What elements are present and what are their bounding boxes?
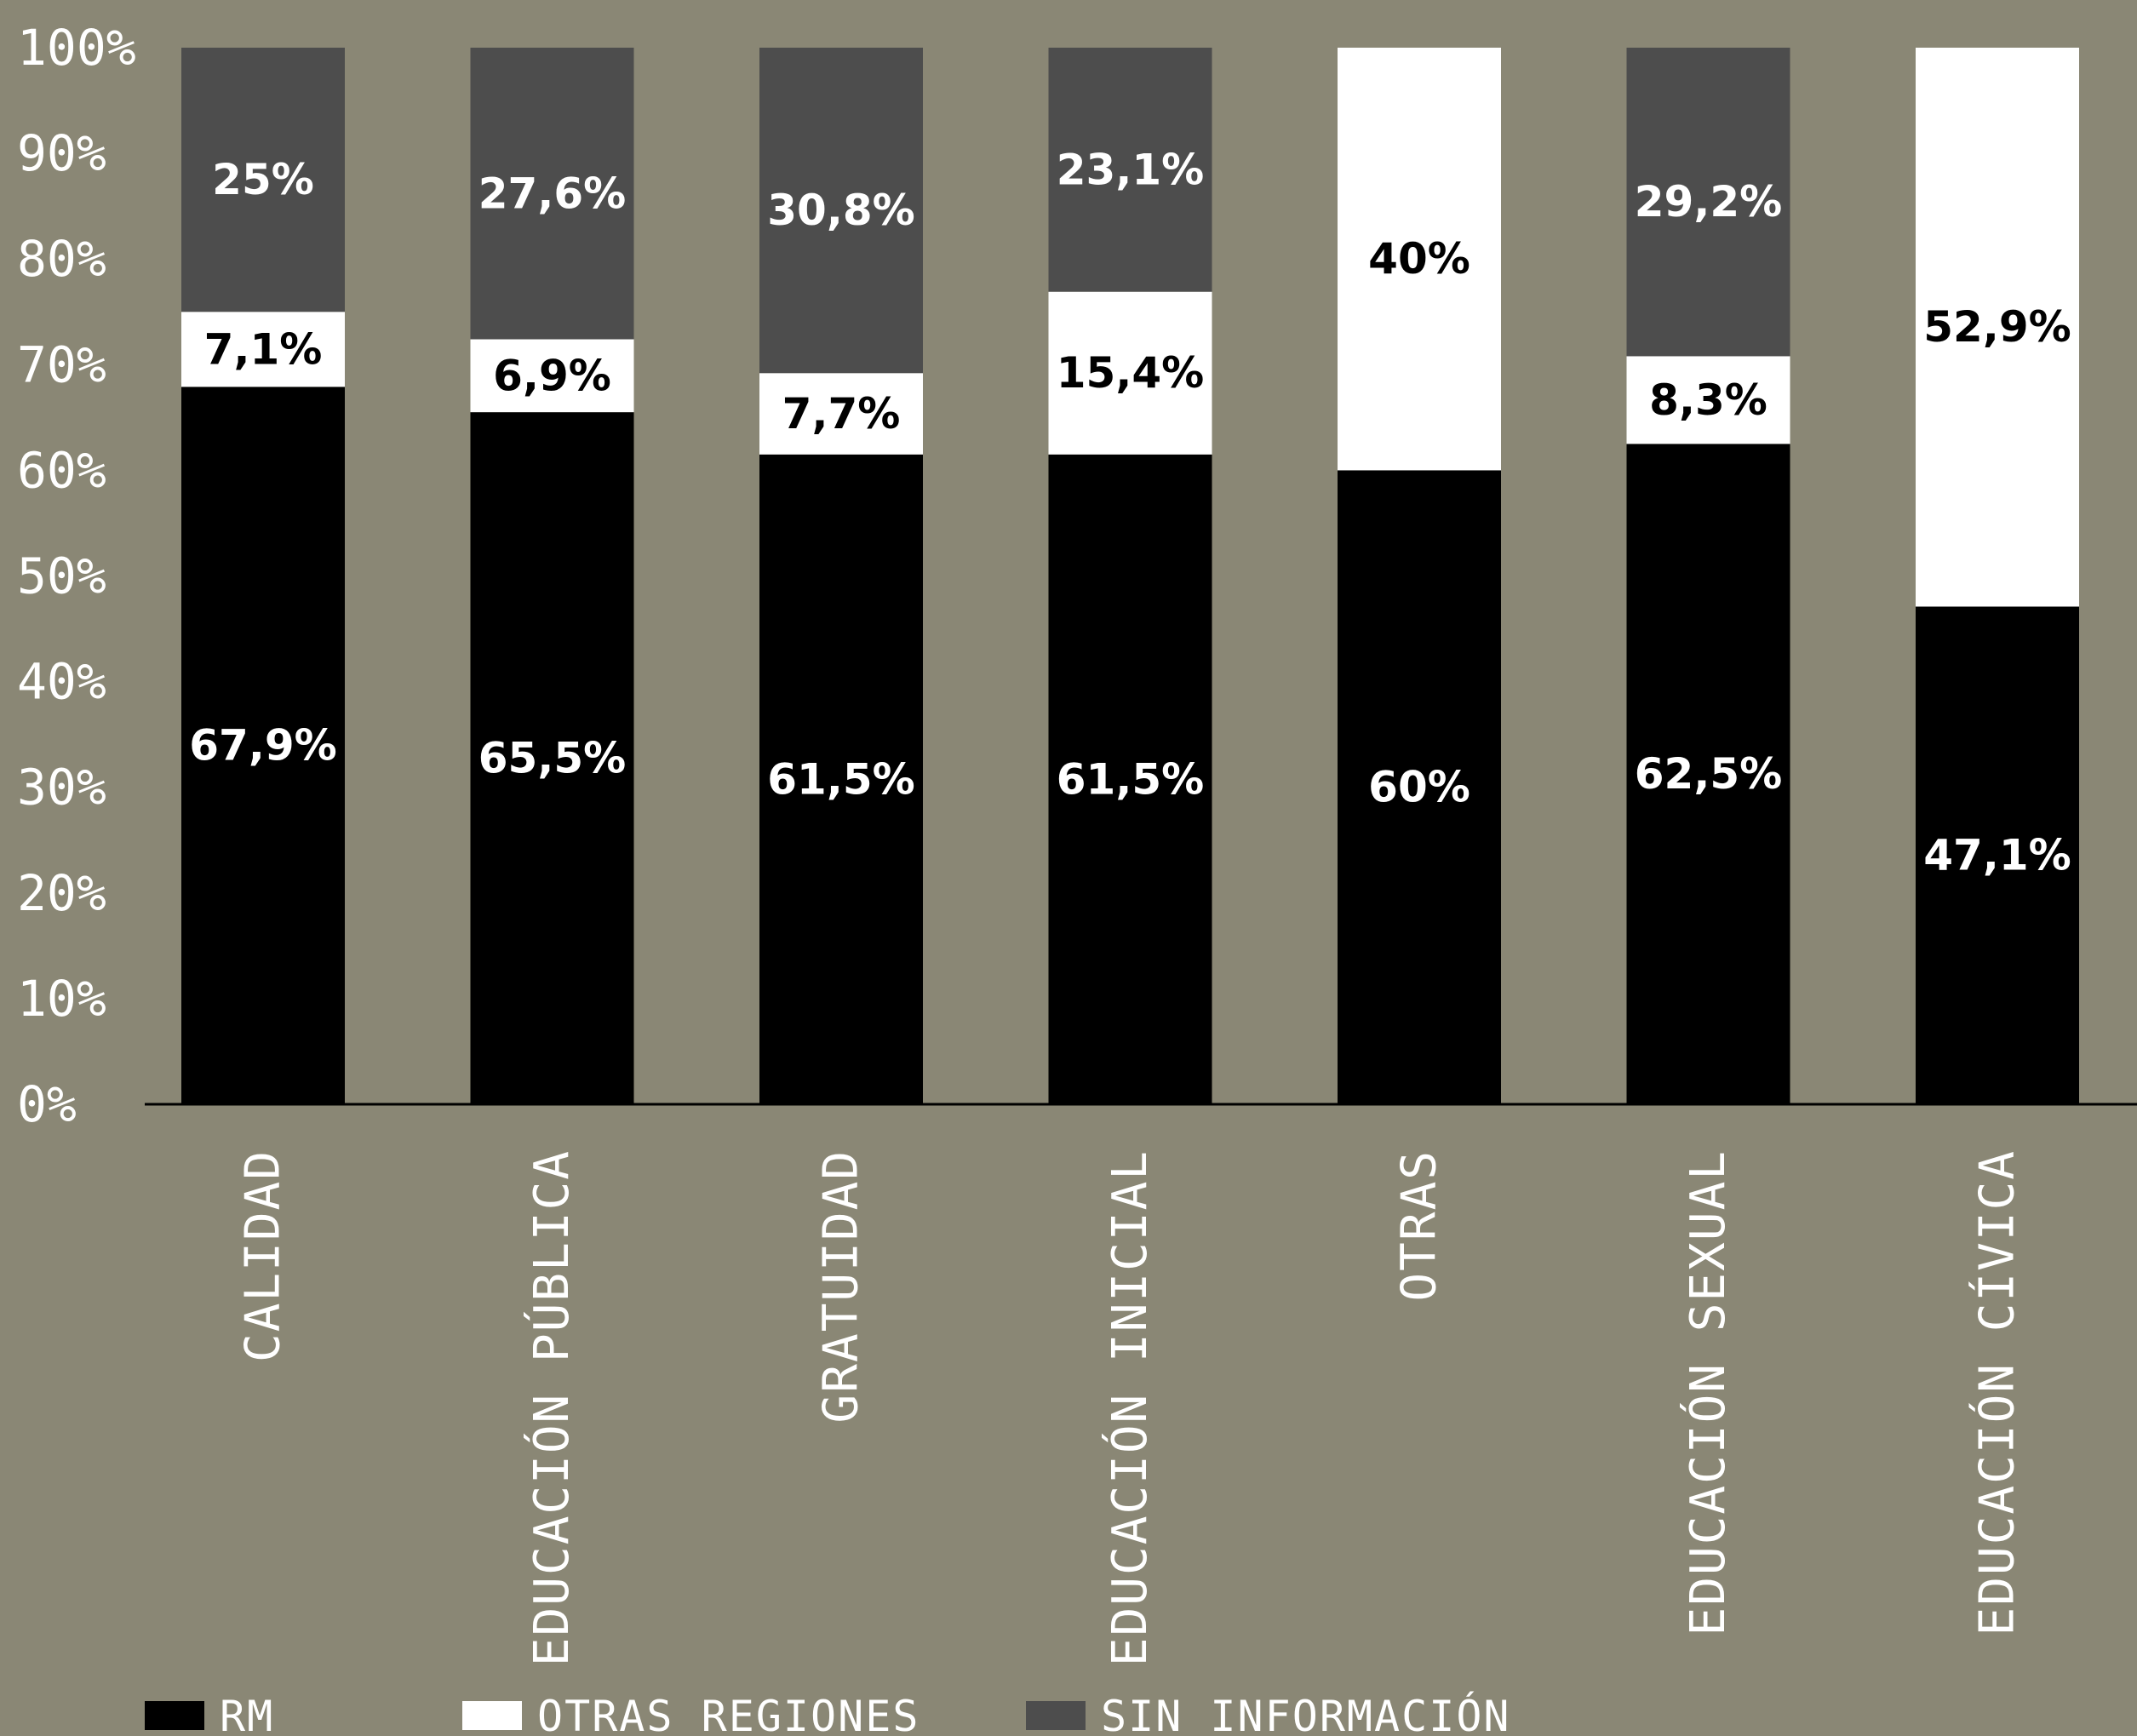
legend-label: OTRAS REGIONES [537, 1692, 920, 1736]
y-tick-label: 10% [17, 970, 106, 1028]
legend-swatch [145, 1701, 204, 1730]
y-tick-label: 30% [17, 759, 106, 816]
data-label: 25% [212, 155, 314, 204]
x-tick-label: OTRAS [1392, 1149, 1447, 1302]
data-label: 15,4% [1057, 348, 1204, 398]
data-label: 7,1% [204, 324, 323, 374]
data-label: 8,3% [1649, 375, 1767, 425]
y-tick-label: 60% [17, 441, 106, 499]
legend: RM OTRAS REGIONES SIN INFORMACIÓN [145, 1691, 1511, 1736]
y-tick-label: 20% [17, 864, 106, 922]
y-tick-label: 100% [17, 19, 136, 77]
bar-segment [470, 412, 634, 1104]
data-label: 67,9% [189, 721, 336, 771]
y-tick-label: 90% [17, 124, 106, 182]
data-label: 60% [1368, 763, 1470, 812]
bar-segment [1626, 48, 1790, 357]
x-axis-ticks: CALIDAD EDUCACIÓN PÚBLICA GRATUIDAD EDUCACI… [236, 1149, 2025, 1666]
bar-segment [470, 48, 634, 340]
bar-segment [1048, 454, 1212, 1104]
bar-segment [181, 48, 345, 312]
bar-segment [1338, 48, 1501, 471]
x-tick-label: CALIDAD [236, 1149, 291, 1362]
x-tick-label: EDUCACIÓN SEXUAL [1681, 1149, 1736, 1636]
bar-segment [1916, 606, 2079, 1104]
data-label: 27,6% [478, 169, 626, 218]
bar-segment [1626, 444, 1790, 1104]
y-tick-label: 70% [17, 335, 106, 393]
bar-segment [759, 48, 923, 374]
bar-segment [1916, 48, 2079, 607]
y-axis-ticks: 0% 10% 20% 30% 40% 50% 60% 70% 80% 90% 100% [17, 19, 136, 1133]
y-tick-label: 80% [17, 230, 106, 288]
data-label: 30,8% [767, 186, 914, 235]
data-label: 7,7% [782, 389, 901, 438]
data-label: 65,5% [478, 734, 626, 783]
bar-segment [1626, 356, 1790, 444]
y-tick-label: 40% [17, 653, 106, 711]
y-tick-label: 0% [17, 1075, 77, 1133]
bar-segment [181, 387, 345, 1105]
legend-label: SIN INFORMACIÓN [1101, 1691, 1511, 1736]
data-label: 52,9% [1923, 302, 2071, 352]
legend-label: RM [220, 1692, 274, 1736]
data-label: 23,1% [1057, 145, 1204, 194]
bar-segment [470, 339, 634, 413]
x-tick-label: EDUCACIÓN CÍVICA [1970, 1149, 2025, 1636]
x-tick-label: EDUCACIÓN PÚBLICA [524, 1149, 580, 1666]
bar-segment [1048, 48, 1212, 292]
legend-swatch [1026, 1701, 1086, 1730]
data-label: 47,1% [1923, 831, 2071, 880]
data-label: 61,5% [1057, 754, 1204, 804]
data-label: 29,2% [1635, 177, 1782, 226]
data-label: 40% [1368, 234, 1470, 284]
bar-segment [1048, 291, 1212, 455]
bar-segment [759, 373, 923, 455]
bar-segment [759, 454, 923, 1104]
data-label: 61,5% [767, 754, 914, 804]
bar-segment [181, 312, 345, 387]
bars-group: 67,9% 7,1% 25% 65,5% 6,9% 27,6% 61,5% 7,7% 30,8%… [181, 48, 2079, 1105]
legend-swatch [462, 1701, 522, 1730]
y-tick-label: 50% [17, 547, 106, 605]
bar-segment [1338, 470, 1501, 1104]
data-label: 6,9% [493, 351, 611, 400]
data-label: 62,5% [1635, 749, 1782, 799]
x-tick-label: EDUCACIÓN INICIAL [1103, 1149, 1158, 1666]
x-tick-label: GRATUIDAD [814, 1149, 869, 1423]
